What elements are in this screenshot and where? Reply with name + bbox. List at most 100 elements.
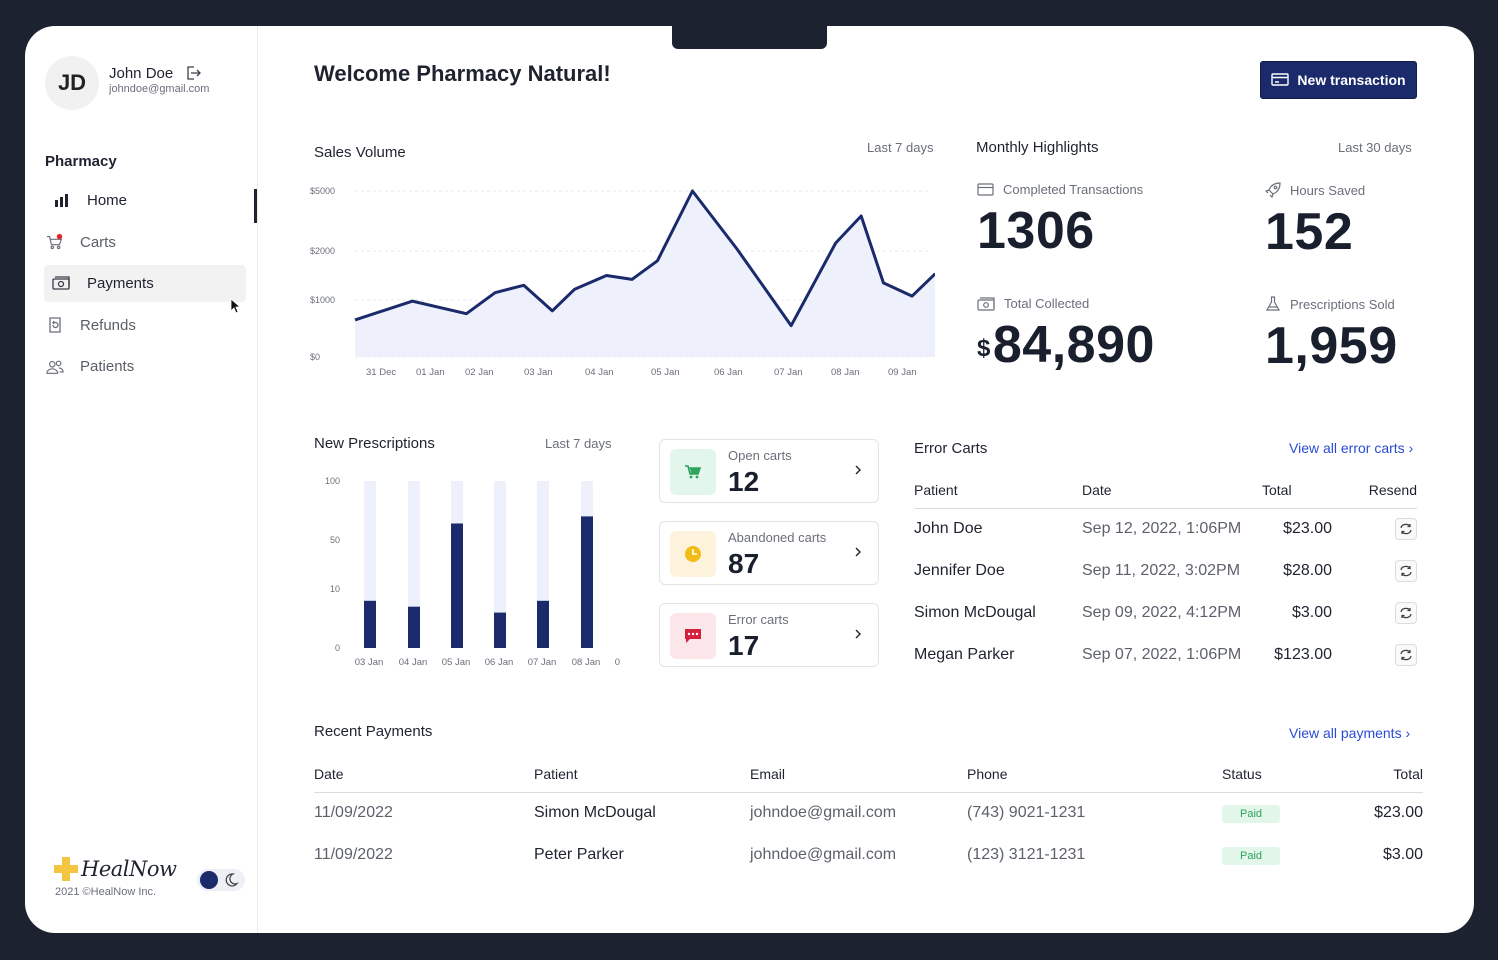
- patient-cell: Megan Parker: [914, 646, 1015, 663]
- users-icon: [46, 358, 64, 376]
- page-title: Welcome Pharmacy Natural!: [314, 61, 611, 86]
- theme-toggle[interactable]: [197, 869, 245, 891]
- table-row[interactable]: Simon McDougal Sep 09, 2022, 4:12PM $3.00: [914, 592, 1417, 634]
- sidebar-item-label: Carts: [80, 233, 116, 251]
- recent-payments-table: Date Patient Email Phone Status Total 11…: [314, 756, 1423, 876]
- phone-cell: (743) 9021-1231: [967, 804, 1086, 822]
- stat-label: Hours Saved: [1290, 182, 1366, 198]
- status-cell: Paid: [1222, 792, 1342, 834]
- prescriptions-sold-stat: Prescriptions Sold 1,959: [1265, 296, 1398, 376]
- x-tick-label: 06 Jan: [714, 367, 743, 378]
- rocket-icon: [1265, 182, 1281, 198]
- error-carts-tile[interactable]: Error carts 17: [659, 603, 879, 667]
- card-plus-icon: [1271, 73, 1290, 86]
- sidebar-item-refunds[interactable]: Refunds: [44, 307, 246, 344]
- x-tick-label: 07 Jan: [774, 367, 803, 378]
- table-header-row: Date Patient Email Phone Status Total: [314, 756, 1423, 793]
- total-cell: $123.00: [1274, 646, 1332, 663]
- sales-volume-range[interactable]: Last 7 days: [867, 140, 934, 155]
- sales-area-fill: [355, 191, 935, 357]
- sales-volume-chart: $5000 $2000 $1000 $0 31 Dec 01 Jan 02 Jan 03 Ja…: [310, 186, 935, 378]
- refresh-icon: [1400, 565, 1412, 577]
- date-cell: Sep 12, 2022, 1:06PM: [1082, 520, 1242, 538]
- sidebar-item-patients[interactable]: Patients: [44, 348, 246, 385]
- monthly-highlights-title: Monthly Highlights: [976, 139, 1099, 156]
- total-collected-stat: Total Collected $84,890: [977, 296, 1155, 375]
- sidebar-section-title: Pharmacy: [45, 153, 117, 170]
- bar: [494, 612, 506, 648]
- money-icon: [977, 296, 995, 311]
- brand-logo: HealNow: [53, 856, 177, 882]
- table-row[interactable]: 11/09/2022 Simon McDougal johndoe@gmail.co…: [314, 792, 1423, 834]
- sidebar-item-label: Payments: [87, 275, 154, 292]
- y-tick-label: 0: [335, 643, 340, 653]
- tile-value: 17: [728, 630, 760, 661]
- y-tick-label: 100: [325, 476, 340, 486]
- bar: [408, 606, 420, 648]
- total-cell: $23.00: [1283, 520, 1332, 538]
- brand-name: HealNow: [81, 857, 177, 881]
- x-tick-label: 02 Jan: [465, 367, 494, 378]
- table-row[interactable]: John Doe Sep 12, 2022, 1:06PM $23.00: [914, 508, 1417, 550]
- resend-cell: [1332, 508, 1417, 550]
- resend-cell: [1332, 592, 1417, 634]
- cart-icon: [46, 233, 64, 251]
- new-transaction-label: New transaction: [1297, 72, 1406, 88]
- table-row[interactable]: 11/09/2022 Peter Parker johndoe@gmail.com (…: [314, 834, 1423, 876]
- resend-button[interactable]: [1395, 602, 1417, 624]
- date-cell: Sep 07, 2022, 1:06PM: [1082, 646, 1242, 663]
- refund-icon: [46, 316, 64, 334]
- phone-cell: (123) 3121-1231: [967, 846, 1086, 863]
- bar: [451, 523, 463, 648]
- credit-card-icon: [977, 183, 994, 196]
- new-transaction-button[interactable]: New transaction: [1260, 61, 1417, 99]
- column-header: Total: [1342, 756, 1423, 793]
- x-tick-label: 31 Dec: [366, 367, 396, 378]
- column-header: Resend: [1332, 472, 1417, 509]
- x-tick-label: 08 Jan: [572, 657, 601, 668]
- chevron-right-icon: ›: [1408, 440, 1414, 456]
- view-all-error-carts-link[interactable]: View all error carts ›: [1289, 440, 1413, 456]
- y-tick-label: 10: [330, 584, 340, 594]
- x-tick-label: 03 Jan: [524, 367, 553, 378]
- column-header: Status: [1222, 756, 1342, 793]
- resend-button[interactable]: [1395, 518, 1417, 541]
- sidebar: JD John Doe johndoe@gmail.com Pharmacy H…: [25, 26, 258, 933]
- table-row[interactable]: Megan Parker Sep 07, 2022, 1:06PM $123.00: [914, 634, 1417, 676]
- bar-chart-icon: [52, 192, 70, 210]
- bar: [364, 600, 376, 648]
- x-tick-label: 09 Jan: [615, 657, 620, 668]
- resend-button[interactable]: [1395, 644, 1417, 666]
- y-tick-label: $5000: [310, 186, 335, 196]
- date-cell: Sep 09, 2022, 4:12PM: [1082, 604, 1242, 621]
- patient-cell: Peter Parker: [534, 846, 624, 863]
- open-carts-tile[interactable]: Open carts 12: [659, 439, 879, 503]
- logout-icon[interactable]: [185, 65, 201, 81]
- resend-button[interactable]: [1395, 560, 1417, 582]
- tile-label: Error carts: [728, 612, 789, 627]
- view-all-payments-link[interactable]: View all payments ›: [1289, 725, 1410, 741]
- column-header: Total: [1262, 472, 1332, 509]
- date-cell: 11/09/2022: [314, 804, 393, 822]
- currency-symbol: $: [977, 335, 991, 362]
- sidebar-item-payments[interactable]: Payments: [44, 265, 246, 302]
- sidebar-item-carts[interactable]: Carts: [44, 224, 246, 261]
- monthly-highlights-range[interactable]: Last 30 days: [1338, 140, 1412, 155]
- abandoned-carts-tile[interactable]: Abandoned carts 87: [659, 521, 879, 585]
- status-badge: Paid: [1222, 846, 1281, 865]
- bar-background: [408, 481, 420, 648]
- toggle-knob: [200, 871, 218, 889]
- avatar[interactable]: JD: [45, 56, 99, 110]
- tile-value: 12: [728, 466, 760, 497]
- patient-cell: Simon McDougal: [534, 804, 656, 822]
- patient-cell: John Doe: [914, 520, 983, 538]
- table-row[interactable]: Jennifer Doe Sep 11, 2022, 3:02PM $28.00: [914, 550, 1417, 592]
- cross-logo-icon: [54, 857, 78, 881]
- app-window: JD John Doe johndoe@gmail.com Pharmacy H…: [25, 26, 1474, 933]
- link-label: View all error carts: [1289, 440, 1405, 456]
- chevron-right-icon: [855, 547, 861, 557]
- new-prescriptions-range[interactable]: Last 7 days: [545, 436, 612, 451]
- sidebar-item-home[interactable]: Home: [44, 182, 246, 219]
- table-header-row: Patient Date Total Resend: [914, 472, 1417, 509]
- column-header: Patient: [914, 472, 1082, 509]
